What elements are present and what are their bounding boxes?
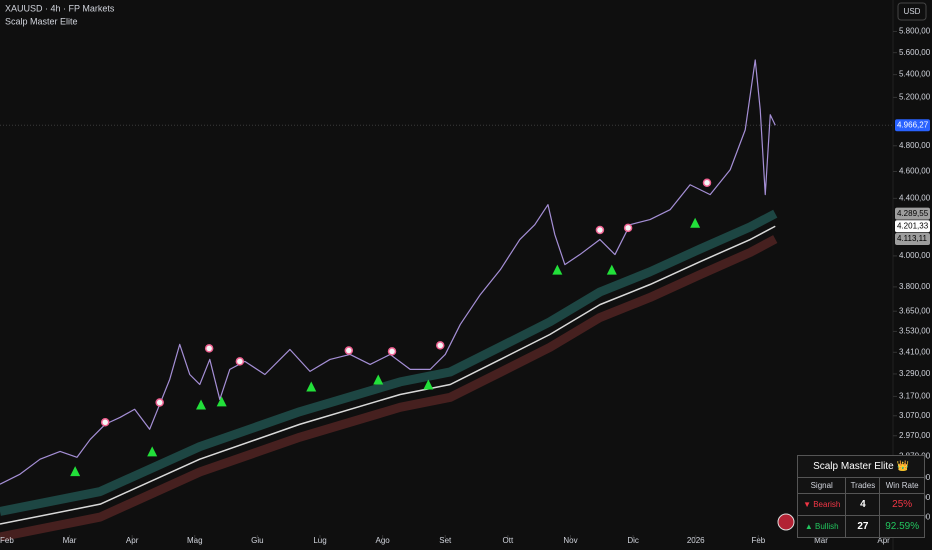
sell-signal [387,347,397,356]
buy-signal [423,379,434,390]
buy-signal [373,374,384,385]
y-tick-label: 5.200,00 [899,93,931,102]
y-tick-label: 4.600,00 [899,167,931,176]
table-cell: 25% [879,493,925,516]
y-tick-label: 5.800,00 [899,27,931,36]
currency[interactable]: USD [904,7,921,16]
buy-signal [216,396,227,407]
buy-signal [552,264,563,275]
series-line [0,209,778,516]
x-tick-label: Apr [126,536,139,545]
x-tick-label: Ott [503,536,514,545]
sell-signal [595,225,605,235]
table-cell: 27 [845,515,881,538]
sell-signal [435,341,445,350]
y-tick-label: 2.970,00 [899,431,931,440]
price-label: 4.966,27 [897,120,929,129]
buy-signal [147,446,158,457]
table-cell: 4 [845,493,881,516]
buy-signal [196,399,207,410]
sell-signal [100,418,110,427]
y-tick-label: 3.800,00 [899,282,931,291]
x-tick-label: Giu [251,536,263,545]
series-line [0,235,778,542]
y-tick-label: 3.650,00 [899,306,931,315]
x-tick-label: Mag [187,536,203,545]
x-tick-label: Set [439,536,452,545]
sell-signal [155,398,164,407]
x-tick-label: Ago [376,536,391,545]
x-tick-label: Mar [814,536,828,545]
table-header: Signal [796,477,847,494]
y-tick-label: 4.400,00 [899,193,931,202]
sell-signal [623,223,633,233]
x-tick-label: Nov [563,536,577,545]
series-line [0,225,776,525]
y-tick-label: 4.000,00 [899,251,931,260]
y-tick-label: 3.070,00 [899,411,931,420]
x-tick-label: Feb [0,536,14,545]
table-cell: 92.59% [879,515,925,538]
y-tick-label: 3.290,00 [899,369,931,378]
price-label-box [895,119,930,132]
y-tick-label: 5.600,00 [899,48,931,57]
table-title: Scalp Master Elite 👑 [797,455,925,478]
y-tick-label: 5.400,00 [899,70,931,79]
plot [0,59,893,542]
chart-title: XAUUSD · 4h · FP Markets [5,3,115,13]
buy-signal [70,466,81,477]
x-tick-label: Dic [627,536,639,545]
price-label-box [895,220,930,233]
table-header: Win Rate [879,477,925,494]
table-cell: ▲ Bullish [796,515,847,538]
x-tick-label: Lug [313,536,326,545]
currency-box[interactable] [897,2,927,21]
indicator-name: Scalp Master Elite [5,16,78,26]
price-label-box [895,207,930,220]
x-tick-label: Mar [63,536,77,545]
sell-signal [344,346,354,355]
price-label: 4.113,11 [897,234,928,243]
price-label-box [895,233,930,246]
flag-icon[interactable] [777,513,795,531]
sell-signal [235,357,245,366]
series-line [0,59,776,485]
y-tick-label: 4.800,00 [899,141,931,150]
table-cell: ▼ Bearish [796,493,847,516]
sell-signal [702,178,712,187]
x-tick-label: Feb [751,536,765,545]
buy-signal [690,217,701,228]
y-tick-label: 3.530,00 [899,327,931,336]
x-tick-label: Apr [877,536,890,545]
sell-signal [204,344,214,353]
table-header: Trades [845,477,881,494]
y-tick-label: 3.170,00 [899,391,931,400]
price-label: 4.289,55 [897,209,929,218]
buy-signal [306,381,317,392]
buy-signal [606,264,617,275]
y-tick-label: 3.410,00 [899,347,931,356]
x-tick-label: 2026 [687,536,705,545]
price-label: 4.201,33 [897,221,929,230]
stats-table: Scalp Master Elite 👑 Signal Trades Win Rat… [796,455,925,538]
